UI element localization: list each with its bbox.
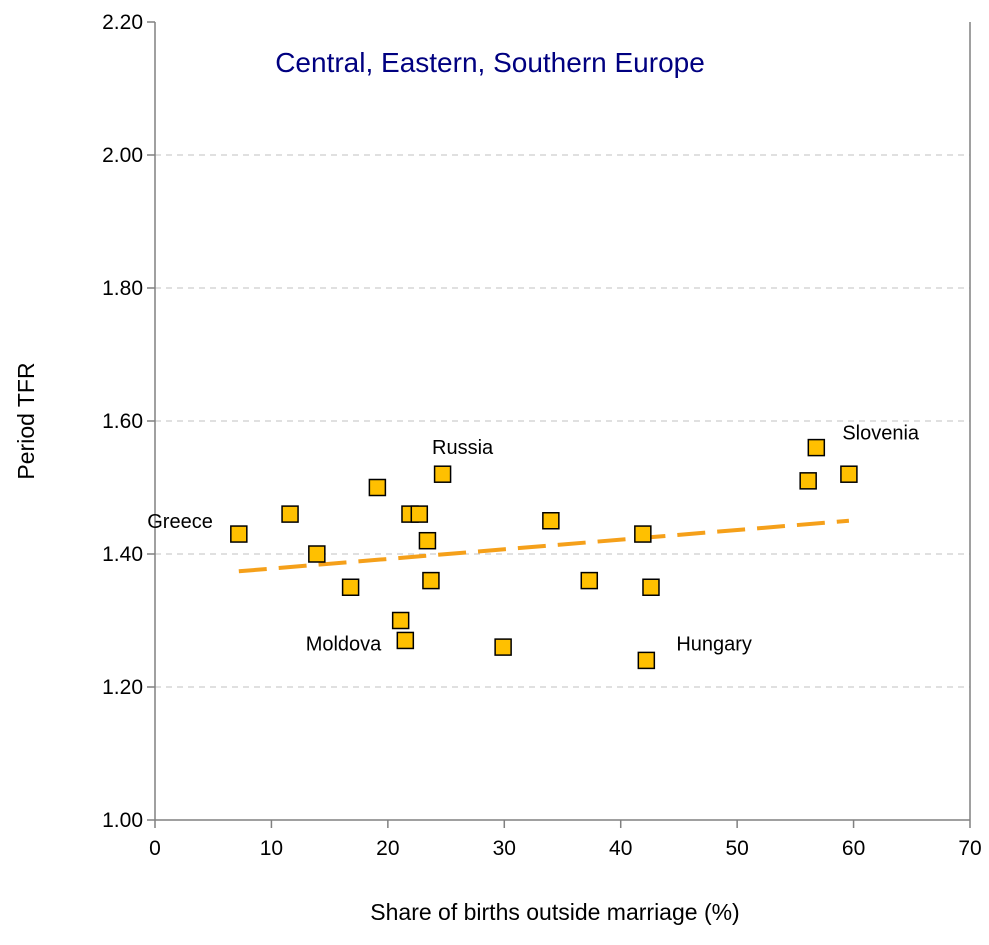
gridlines: [155, 154, 970, 688]
point-label-russia: Russia: [432, 437, 494, 459]
y-tick-label: 2.00: [102, 144, 143, 167]
point-label-slovenia: Slovenia: [842, 423, 920, 445]
data-point-8: [410, 505, 429, 523]
data-point-10: [422, 571, 440, 590]
y-tick-label: 2.20: [102, 11, 143, 34]
trendline: [238, 518, 850, 574]
y-tick-label: 1.40: [102, 543, 143, 566]
y-tick-label: 1.20: [102, 676, 143, 699]
data-point-1: [281, 505, 299, 523]
y-axis-title: Period TFR: [13, 362, 39, 479]
data-point-13: [542, 512, 560, 530]
data-point-4: [368, 478, 387, 497]
y-tick-label: 1.80: [102, 277, 143, 300]
x-tick-label: 30: [493, 837, 516, 860]
x-tick-label: 20: [376, 837, 399, 860]
y-tick-label: 1.60: [102, 410, 143, 433]
x-tick-label: 10: [260, 837, 283, 860]
data-points: Greece Moldova Russia Hungary Slovenia: [147, 423, 920, 670]
data-point-2: [308, 545, 326, 563]
x-tick-label: 50: [725, 837, 748, 860]
chart-title: Central, Eastern, Southern Europe: [275, 47, 705, 78]
y-tick-label: 1.00: [102, 809, 143, 832]
data-point-16: [637, 651, 656, 670]
point-label-hungary: Hungary: [676, 633, 752, 655]
data-point-17: [642, 578, 660, 596]
x-tick-label: 0: [149, 837, 161, 860]
x-tick-label: 70: [958, 837, 981, 860]
data-point-5: [391, 611, 410, 630]
data-point-14: [580, 571, 599, 590]
point-label-greece: Greece: [147, 511, 213, 533]
data-point-6: [396, 631, 415, 650]
data-point-12: [494, 638, 512, 656]
axes: [147, 21, 971, 828]
x-tick-label: 60: [842, 837, 865, 860]
data-point-3: [341, 578, 360, 596]
data-point-18: [799, 472, 817, 490]
data-point-19: [807, 438, 826, 457]
data-point-11: [433, 465, 452, 483]
x-tick-label: 40: [609, 837, 632, 860]
data-point-15: [634, 525, 652, 543]
point-label-moldova: Moldova: [306, 633, 382, 655]
data-point-9: [418, 531, 437, 550]
tick-labels: 1.00 1.20 1.40 1.60 1.80 2.00 2.20 0 10 20 30 40 50 6…: [102, 11, 982, 860]
data-point-0: [230, 525, 248, 543]
x-axis-title: Share of births outside marriage (%): [370, 899, 739, 925]
data-point-20: [840, 465, 858, 483]
